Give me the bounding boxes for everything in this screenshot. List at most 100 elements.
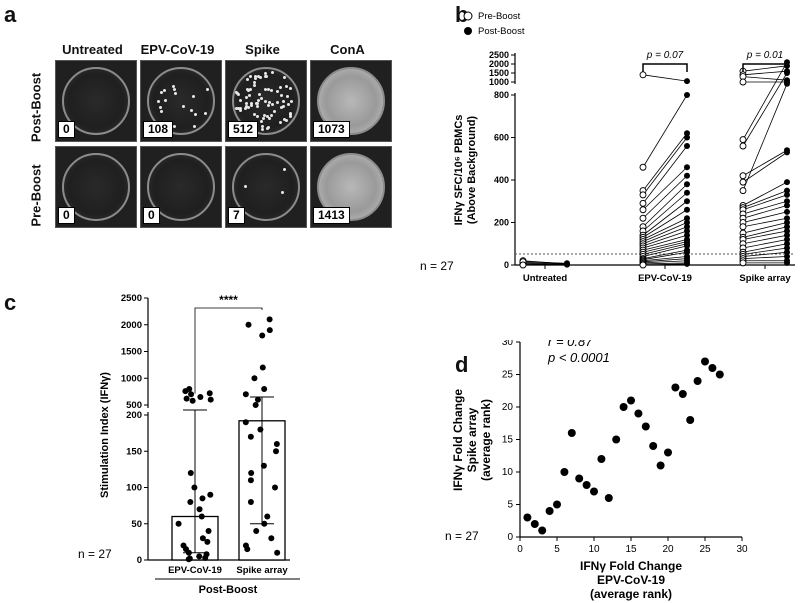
data-point bbox=[206, 390, 213, 397]
data-point bbox=[197, 393, 204, 400]
y-tick-label: 100 bbox=[126, 483, 142, 494]
spot bbox=[253, 75, 257, 79]
pair-line bbox=[642, 226, 688, 245]
data-point bbox=[198, 513, 205, 520]
spot bbox=[245, 78, 249, 82]
post-boost-point bbox=[684, 260, 690, 267]
scatter-point bbox=[604, 494, 613, 502]
y-tick-label: 400 bbox=[494, 175, 509, 185]
pair-line bbox=[642, 256, 688, 262]
y-tick-label: 150 bbox=[126, 446, 142, 457]
data-point bbox=[247, 433, 254, 440]
n-label: n = 27 bbox=[78, 547, 112, 561]
spot bbox=[266, 104, 270, 108]
x-tick-label: 30 bbox=[736, 544, 748, 555]
data-point bbox=[207, 491, 214, 498]
data-point bbox=[261, 520, 268, 527]
scatter-point bbox=[538, 526, 547, 535]
y-tick-label: 15 bbox=[502, 435, 514, 446]
significance-bracket bbox=[742, 63, 788, 72]
spot bbox=[253, 83, 257, 87]
y-axis-label: IFNγ Fold ChangeSpike array(average rank… bbox=[451, 389, 493, 491]
y-axis-label: Stimulation Index (IFNγ) bbox=[99, 372, 111, 498]
post-boost-point bbox=[784, 70, 790, 76]
x-tick-label: Untreated bbox=[523, 273, 568, 284]
pair-line bbox=[742, 243, 788, 253]
data-point bbox=[189, 397, 196, 404]
pair-line bbox=[742, 83, 788, 191]
post-boost-point bbox=[784, 245, 790, 251]
y-tick-label: 5 bbox=[507, 500, 513, 511]
significance-bracket bbox=[194, 307, 263, 394]
pair-line bbox=[742, 230, 788, 240]
pair-line bbox=[642, 175, 688, 219]
spot bbox=[275, 100, 279, 104]
scatter-point bbox=[590, 487, 598, 496]
pre-boost-point bbox=[739, 78, 747, 86]
y-tick-label: 0 bbox=[504, 260, 509, 270]
post-boost-point bbox=[684, 134, 690, 141]
post-boost-point bbox=[784, 202, 790, 209]
pair-line bbox=[642, 192, 688, 232]
pair-line bbox=[642, 230, 688, 247]
col-header-spike: Spike bbox=[245, 42, 280, 57]
y-axis-label-line: IFNγ Fold Change bbox=[451, 389, 465, 491]
significance-bracket bbox=[642, 63, 688, 72]
data-point bbox=[205, 528, 212, 534]
pair-line bbox=[742, 76, 788, 81]
spot bbox=[244, 106, 248, 110]
data-point bbox=[257, 426, 264, 433]
y-tick-label: 50 bbox=[131, 519, 142, 530]
pair-line bbox=[642, 217, 688, 240]
col-header-cona: ConA bbox=[330, 42, 365, 57]
data-point bbox=[273, 441, 280, 447]
post-boost-point bbox=[784, 191, 790, 198]
spot bbox=[238, 99, 242, 103]
data-point bbox=[271, 484, 278, 491]
post-boost-point bbox=[684, 198, 690, 205]
spot bbox=[282, 167, 286, 171]
col-header-epv: EPV-CoV-19 bbox=[140, 42, 215, 57]
post-boost-point bbox=[684, 143, 690, 149]
spot bbox=[250, 103, 254, 107]
x-tick-label: 10 bbox=[588, 544, 600, 555]
y-axis-label-line: Spike array bbox=[465, 407, 479, 472]
post-boost-point bbox=[784, 215, 790, 222]
pair-line bbox=[742, 149, 788, 177]
post-boost-point bbox=[684, 206, 690, 213]
data-point bbox=[247, 499, 254, 505]
spot bbox=[193, 112, 197, 116]
data-point bbox=[242, 391, 249, 398]
x-axis-label-line: (average rank) bbox=[590, 587, 672, 601]
spot bbox=[249, 101, 253, 105]
pair-line bbox=[742, 62, 788, 140]
spot-count-label: 1413 bbox=[313, 207, 350, 224]
spot bbox=[264, 99, 268, 103]
spot bbox=[259, 97, 263, 101]
pre-boost-point bbox=[639, 261, 647, 269]
x-axis-label: IFNγ Fold Change EPV-CoV-19 (average rank) bbox=[580, 559, 682, 601]
post-boost-point bbox=[684, 189, 690, 196]
pair-line bbox=[642, 245, 688, 257]
data-point bbox=[248, 470, 255, 476]
pre-boost-point bbox=[639, 71, 647, 79]
post-boost-point bbox=[684, 172, 690, 179]
y-tick-label: 200 bbox=[494, 218, 509, 228]
spot bbox=[256, 102, 260, 106]
spot bbox=[260, 128, 264, 132]
post-boost-point bbox=[784, 240, 790, 247]
spot bbox=[280, 106, 284, 109]
spot bbox=[264, 72, 268, 76]
spot bbox=[237, 106, 241, 110]
pair-line bbox=[742, 70, 788, 76]
spot bbox=[236, 91, 240, 95]
pair-line bbox=[642, 239, 688, 251]
spot bbox=[270, 114, 274, 118]
y-tick-label: 1500 bbox=[489, 68, 509, 78]
post-boost-point bbox=[684, 92, 690, 98]
spot bbox=[286, 103, 290, 107]
spot bbox=[249, 75, 253, 79]
spot bbox=[288, 86, 292, 90]
